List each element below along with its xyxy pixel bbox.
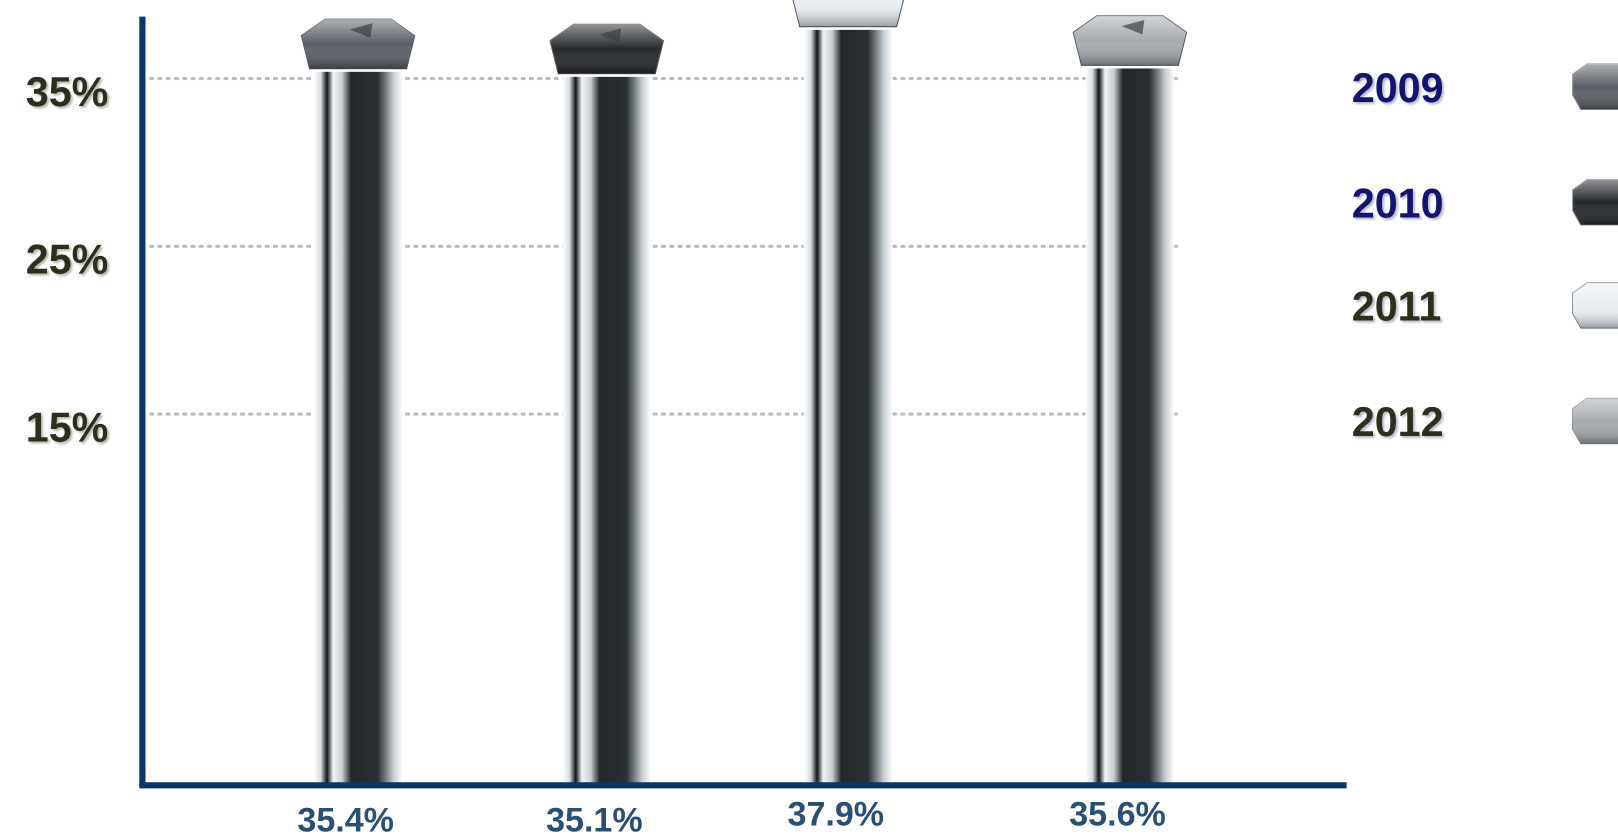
bar — [313, 71, 403, 784]
bar-cap-notch — [1121, 19, 1145, 35]
bar — [1085, 68, 1175, 784]
legend-swatch-shade — [1572, 398, 1618, 444]
value-label: 35.1% — [546, 801, 643, 838]
bar-cap-shade — [1073, 15, 1187, 66]
value-label: 35.4% — [297, 801, 394, 838]
legend-item: 2011 — [1352, 282, 1618, 330]
legend-label: 2011 — [1352, 284, 1442, 330]
bar-cap-shade — [301, 19, 415, 69]
y-tick-label: 35% — [26, 69, 109, 115]
legend-item: 2012 — [1352, 397, 1618, 445]
legend-swatch-shade — [1572, 179, 1618, 226]
bar-cap-shade — [549, 24, 664, 74]
legend-label: 2009 — [1352, 65, 1444, 111]
legend-label: 2012 — [1352, 399, 1444, 445]
bar-cap-shade — [793, 0, 904, 27]
value-label: 37.9% — [788, 795, 885, 833]
bar — [562, 76, 652, 784]
bar — [803, 29, 893, 784]
legend-swatch-shade — [1572, 64, 1618, 110]
legend-swatch-shade — [1572, 282, 1618, 329]
bar-cap-notch — [598, 28, 622, 43]
y-tick-label: 15% — [26, 405, 109, 451]
value-label: 35.6% — [1069, 795, 1166, 833]
legend-item: 2010 — [1352, 179, 1618, 226]
legend-item: 2009 — [1352, 63, 1618, 111]
bar-cap-notch — [349, 23, 373, 38]
legend-label: 2010 — [1352, 180, 1444, 226]
y-tick-label: 25% — [26, 237, 109, 283]
